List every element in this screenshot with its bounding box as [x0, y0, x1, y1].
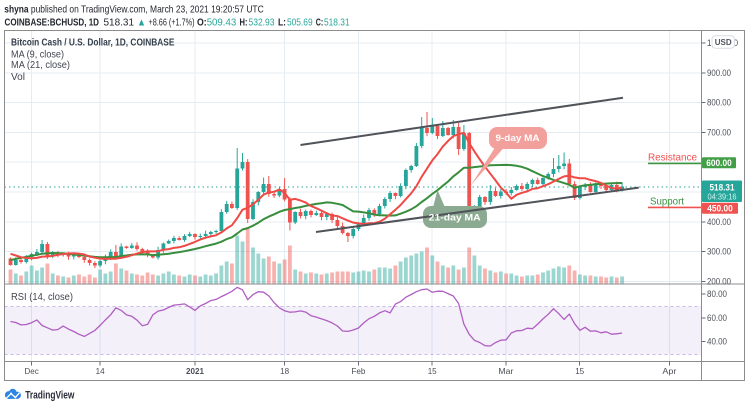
- svg-text:Mar: Mar: [498, 366, 513, 376]
- svg-text:Bitcoin Cash / U.S. Dollar, 1D: Bitcoin Cash / U.S. Dollar, 1D, COINBASE: [11, 38, 175, 49]
- svg-text:O:: O:: [197, 17, 207, 29]
- svg-text:15: 15: [575, 366, 584, 376]
- svg-text:04:39:16: 04:39:16: [708, 193, 738, 202]
- svg-text:C:: C:: [316, 17, 324, 29]
- svg-text:450.00: 450.00: [707, 203, 733, 213]
- svg-text:518.31: 518.31: [710, 182, 735, 192]
- svg-text:400.00: 400.00: [707, 217, 731, 227]
- svg-text:518.31: 518.31: [324, 17, 350, 29]
- svg-text:MA (9, close): MA (9, close): [11, 49, 64, 60]
- svg-text:USD: USD: [715, 37, 732, 47]
- svg-text:TradingView: TradingView: [25, 390, 75, 402]
- svg-text:15: 15: [428, 366, 437, 376]
- svg-text:200.00: 200.00: [707, 276, 731, 286]
- svg-text:80.00: 80.00: [707, 289, 727, 299]
- svg-text:40.00: 40.00: [707, 336, 727, 346]
- svg-text:Dec: Dec: [25, 366, 40, 376]
- svg-text:300.00: 300.00: [707, 247, 731, 257]
- svg-text:RSI (14, close): RSI (14, close): [11, 292, 73, 303]
- svg-text:60.00: 60.00: [707, 313, 727, 323]
- svg-text:Apr: Apr: [662, 366, 676, 376]
- svg-text:▲: ▲: [137, 17, 146, 29]
- svg-text:COINBASE:BCHUSD, 1D: COINBASE:BCHUSD, 1D: [5, 17, 100, 29]
- svg-text:Feb: Feb: [351, 366, 365, 376]
- svg-text:H:: H:: [240, 17, 248, 29]
- svg-text:18: 18: [280, 366, 289, 376]
- svg-text:+8.66 (+1.7%): +8.66 (+1.7%): [149, 17, 195, 29]
- svg-text:509.43: 509.43: [207, 17, 237, 29]
- svg-text:2021: 2021: [186, 366, 204, 376]
- svg-text:900.00: 900.00: [707, 68, 731, 78]
- svg-text:14: 14: [96, 366, 105, 376]
- svg-text:9-day MA: 9-day MA: [496, 133, 540, 144]
- svg-text:700.00: 700.00: [707, 127, 731, 137]
- svg-text:published on TradingView.com,: published on TradingView.com, March 23, …: [31, 4, 264, 16]
- svg-text:L:: L:: [278, 17, 286, 29]
- svg-text:MA (21, close): MA (21, close): [11, 60, 70, 71]
- svg-text:21-day MA: 21-day MA: [429, 213, 481, 224]
- svg-text:shyna: shyna: [4, 4, 28, 16]
- svg-text:Support: Support: [650, 197, 684, 208]
- svg-text:800.00: 800.00: [707, 98, 731, 108]
- svg-text:518.31: 518.31: [104, 17, 135, 29]
- svg-text:600.00: 600.00: [706, 158, 732, 168]
- svg-text:505.69: 505.69: [287, 17, 313, 29]
- svg-text:532.93: 532.93: [249, 17, 275, 29]
- svg-text:Vol: Vol: [11, 72, 25, 83]
- svg-text:Resistance: Resistance: [648, 153, 697, 164]
